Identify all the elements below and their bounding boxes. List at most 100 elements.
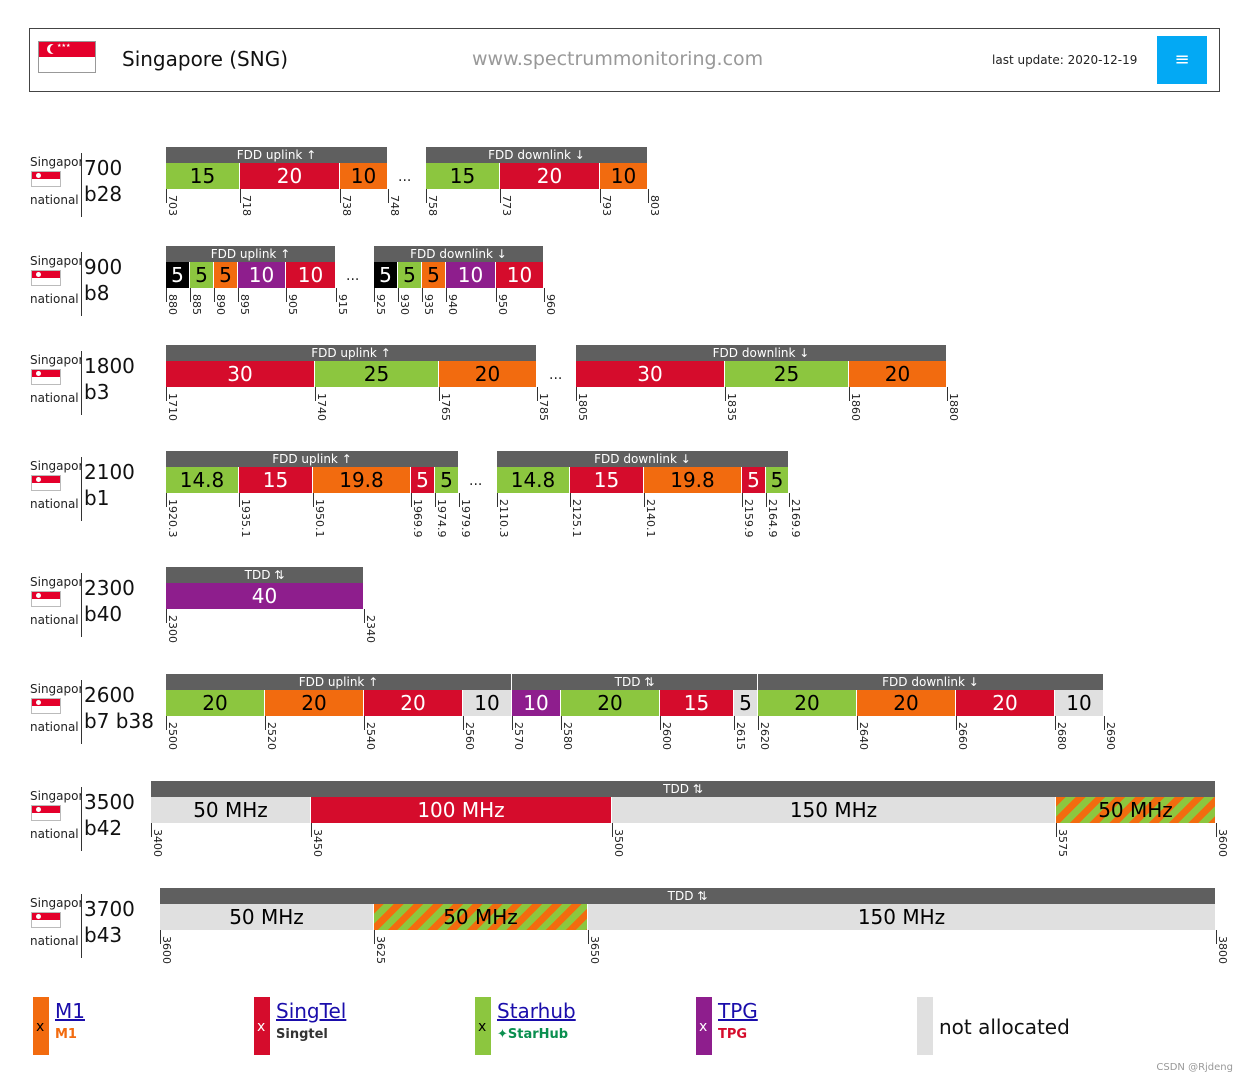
spectrum-block[interactable]: 5 [742, 467, 765, 493]
spectrum-block[interactable]: 15 [166, 163, 239, 189]
duplex-bar: FDD downlink ↓ [497, 451, 788, 467]
legend-mark: x [478, 1019, 487, 1035]
axis-tick-label: 2300 [166, 615, 179, 643]
legend-item-singtel[interactable]: x SingTel Singtel [254, 997, 454, 1055]
axis-tick [496, 288, 497, 302]
legend-operator-link[interactable]: SingTel [276, 999, 347, 1023]
spectrum-block[interactable]: 150 MHz [588, 904, 1215, 930]
spectrum-block[interactable]: 50 MHz [374, 904, 587, 930]
spectrum-block[interactable]: 30 [576, 361, 724, 387]
spectrum-block[interactable]: 5 [374, 262, 397, 288]
axis-tick [497, 493, 498, 507]
spectrum-block[interactable]: 20 [439, 361, 536, 387]
spectrum-block[interactable]: 5 [411, 467, 434, 493]
spectrum-block[interactable]: 15 [426, 163, 499, 189]
spectrum-block[interactable]: 5 [734, 690, 757, 716]
row-country: Singapore [30, 575, 82, 589]
axis-tick-label: 1785 [537, 393, 550, 421]
axis-tick [857, 716, 858, 730]
legend-operator-link[interactable]: TPG [718, 999, 758, 1023]
legend-item-tpg[interactable]: x TPG TPG [696, 997, 896, 1055]
axis-tick [660, 716, 661, 730]
legend-operator-link[interactable]: Starhub [497, 999, 576, 1023]
spectrum-block[interactable]: 10 [496, 262, 543, 288]
spectrum-block[interactable]: 100 MHz [311, 797, 611, 823]
spectrum-block[interactable]: 5 [766, 467, 788, 493]
spectrum-block[interactable]: 10 [286, 262, 335, 288]
axis-tick-label: 890 [214, 294, 227, 315]
spectrum-block[interactable]: 10 [238, 262, 285, 288]
spectrum-block[interactable]: 10 [446, 262, 495, 288]
spectrum-block[interactable]: 19.8 [313, 467, 410, 493]
spectrum-block[interactable]: 15 [660, 690, 733, 716]
axis-tick [1055, 716, 1056, 730]
spectrum-block[interactable]: 25 [725, 361, 848, 387]
axis-tick-label: 2500 [166, 722, 179, 750]
axis-tick [315, 387, 316, 401]
legend-operator-link[interactable]: M1 [55, 999, 85, 1023]
spectrum-block[interactable]: 50 MHz [1056, 797, 1215, 823]
spectrum-block[interactable]: 10 [512, 690, 560, 716]
axis-tick-label: 1969.9 [411, 499, 424, 538]
spectrum-block[interactable]: 5 [214, 262, 237, 288]
spectrum-block[interactable]: 5 [166, 262, 189, 288]
spectrum-block[interactable]: 20 [240, 163, 339, 189]
spectrum-block[interactable]: 150 MHz [612, 797, 1055, 823]
spectrum-block[interactable]: 5 [422, 262, 445, 288]
legend-item-starhub[interactable]: x Starhub ✦StarHub [475, 997, 675, 1055]
operator-logo-icon: ✦StarHub [497, 1027, 569, 1042]
spectrum-block[interactable]: 20 [166, 690, 264, 716]
axis-tick-label: 895 [238, 294, 251, 315]
duplex-bar: TDD ⇅ [512, 674, 757, 690]
legend-item-m1[interactable]: x M1 M1 [33, 997, 233, 1055]
spectrum-block[interactable]: 10 [600, 163, 647, 189]
spectrum-block[interactable]: 5 [435, 467, 458, 493]
spectrum-block[interactable]: 20 [758, 690, 856, 716]
row-country: Singapore [30, 459, 82, 473]
row-scope: national [30, 193, 79, 207]
axis-tick [340, 189, 341, 203]
axis-tick-label: 1765 [439, 393, 452, 421]
row-flag-icon [31, 475, 61, 491]
axis-tick-label: 2600 [660, 722, 673, 750]
spectrum-block[interactable]: 20 [561, 690, 659, 716]
row-band: b43 [84, 923, 123, 947]
spectrum-block[interactable]: 15 [570, 467, 643, 493]
axis-tick [238, 288, 239, 302]
axis-tick [544, 288, 545, 302]
spectrum-block[interactable]: 40 [166, 583, 363, 609]
spectrum-block[interactable]: 10 [463, 690, 511, 716]
spectrum-block[interactable]: 30 [166, 361, 314, 387]
row-band: b7 b38 [84, 709, 154, 733]
spectrum-block[interactable]: 5 [398, 262, 421, 288]
spectrum-block[interactable]: 25 [315, 361, 438, 387]
axis-tick-label: 2110.3 [497, 499, 510, 538]
site-url[interactable]: www.spectrummonitoring.com [472, 48, 764, 70]
spectrum-block[interactable]: 20 [364, 690, 462, 716]
axis-tick-label: 3600 [1216, 829, 1229, 857]
row-divider [81, 457, 82, 521]
spectrum-block[interactable]: 10 [340, 163, 387, 189]
duplex-bar: FDD uplink ↑ [166, 246, 335, 262]
spectrum-block[interactable]: 20 [857, 690, 955, 716]
axis-tick-label: 885 [190, 294, 203, 315]
axis-tick-label: 738 [340, 195, 353, 216]
duplex-bar: FDD uplink ↑ [166, 147, 387, 163]
row-flag-icon [31, 912, 61, 928]
spectrum-block[interactable]: 10 [1055, 690, 1103, 716]
axis-tick [725, 387, 726, 401]
spectrum-block[interactable]: 5 [190, 262, 213, 288]
menu-icon[interactable]: ≡ [1157, 36, 1207, 84]
axis-tick-label: 1935.1 [239, 499, 252, 538]
spectrum-block[interactable]: 20 [500, 163, 599, 189]
spectrum-block[interactable]: 15 [239, 467, 312, 493]
spectrum-block[interactable]: 14.8 [497, 467, 569, 493]
spectrum-block[interactable]: 14.8 [166, 467, 238, 493]
spectrum-block[interactable]: 20 [956, 690, 1054, 716]
spectrum-block[interactable]: 20 [265, 690, 363, 716]
spectrum-block[interactable]: 50 MHz [151, 797, 310, 823]
spectrum-block[interactable]: 19.8 [644, 467, 741, 493]
spectrum-block[interactable]: 50 MHz [160, 904, 373, 930]
spectrum-block[interactable]: 20 [849, 361, 946, 387]
duplex-bar: TDD ⇅ [151, 781, 1215, 797]
